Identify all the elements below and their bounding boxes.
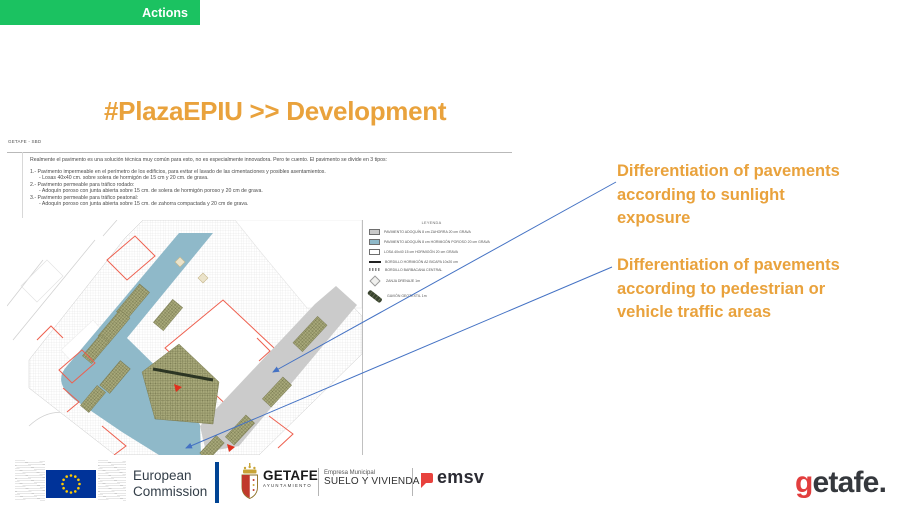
note-line: 2.- Pavimento permeable para tráfico rod… [30, 181, 135, 188]
legend-label: LOSA 40x40 15 cm HORMIGÓN 20 cm GRAVA [384, 250, 458, 255]
annotation-traffic: Differentiation of pavements according t… [617, 254, 879, 325]
legend-title: LEYENDA [421, 221, 442, 225]
actions-tab-label: Actions [142, 5, 188, 20]
legend-swatch-gabion [367, 289, 383, 304]
emsv-company-wordmark: Empresa Municipal SUELO Y VIVIENDA [324, 470, 420, 487]
plan-legend: LEYENDA PAVIMENTO ADOQUÍN 8 cm ZAHORRA 2… [367, 221, 494, 307]
legend-item: PAVIMENTO ADOQUÍN 8 cm ZAHORRA 20 cm GRA… [369, 229, 494, 235]
note-line: 1.- Pavimento impermeable en el perímetr… [30, 168, 326, 175]
page-title: #PlazaEPIU >> Development [104, 96, 447, 126]
note-line: 3.- Pavimento permeable para tráfico pea… [30, 194, 139, 201]
legend-item: PAVIMENTO ADOQUÍN 8 cm HORMIGÓN POROSO 2… [369, 239, 494, 246]
footer-separator [318, 468, 319, 496]
note-line: - Losas 40x40 cm. sobre solera de hormig… [39, 175, 209, 181]
legend-item: LOSA 40x40 15 cm HORMIGÓN 20 cm GRAVA [369, 249, 494, 256]
emsv-line1: Empresa Municipal [324, 470, 376, 476]
annotation-line: according to sunlight [617, 185, 785, 204]
annotation-line: exposure [617, 209, 691, 227]
getafe-brand-g: g [795, 466, 813, 499]
annotation-line: vehicle traffic areas [617, 303, 772, 321]
getafe-brand-wordmark: getafe. [795, 466, 887, 500]
eu-flag-stars [61, 474, 81, 494]
getafe-ayuntamiento-wordmark: GETAFE AYUNTAMIENTO [263, 468, 318, 489]
legend-swatch-solid-line [369, 260, 381, 263]
site-plan-map [7, 220, 363, 455]
emsv-line2: SUELO Y VIVIENDA [324, 476, 420, 487]
note-line: - Adoquín poroso con junta abierta sobre… [39, 188, 263, 194]
getafe-crest [241, 463, 258, 499]
legend-label: BORDILLO HORMIGÓN A2 BICAPA 10x20 cm [385, 259, 458, 264]
panel-left-border [22, 152, 23, 218]
note-line: - Adoquín poroso con junta abierta sobre… [39, 201, 249, 207]
getafe-sub: AYUNTAMIENTO [263, 483, 313, 488]
legend-swatch-gray [369, 229, 380, 235]
emsv-icon [421, 473, 433, 488]
ec-logo-lines-left [15, 460, 45, 501]
eu-flag [46, 470, 96, 498]
legend-label: PAVIMENTO ADOQUÍN 8 cm ZAHORRA 20 cm GRA… [384, 230, 471, 234]
legend-label: GAVIÓN GEOTEXTIL 1m [387, 294, 427, 299]
annotation-line: Differentiation of pavements [617, 256, 840, 274]
actions-tab[interactable]: Actions [0, 0, 200, 25]
annotation-sunlight: Differentiation of pavements according t… [617, 160, 879, 231]
annotation-line: according to pedestrian or [617, 279, 826, 298]
legend-item: BORDILLO BARBACANA CENTRAL [369, 268, 494, 272]
panel-top-border [7, 152, 512, 153]
emsv-brand: emsv [437, 467, 485, 487]
drawing-corner-label: GETAFE - SBD [8, 139, 42, 144]
legend-item: ZANJA DRENAJE 1m [369, 275, 494, 287]
legend-label: PAVIMENTO ADOQUÍN 8 cm HORMIGÓN POROSO 2… [384, 240, 490, 245]
ec-line2: Commission [133, 483, 208, 499]
european-commission-wordmark: European Commission [133, 468, 207, 499]
ec-line1: European [133, 468, 192, 483]
getafe-brand-rest: etafe. [812, 466, 887, 499]
legend-swatch-blue [369, 239, 380, 246]
legend-label: BORDILLO BARBACANA CENTRAL [385, 267, 443, 272]
legend-swatch-diamond [369, 275, 381, 287]
annotation-line: Differentiation of pavements [617, 162, 840, 180]
footer-separator [412, 468, 413, 496]
legend-swatch-dashed-line [369, 268, 381, 272]
footer-logo-bar: European Commission GETAFE AYUNTAMIENTO … [0, 455, 911, 509]
getafe-name: GETAFE [263, 468, 318, 483]
drawing-notes: Realmente el pavimento es una solución t… [30, 157, 508, 208]
legend-item: BORDILLO HORMIGÓN A2 BICAPA 10x20 cm [369, 260, 494, 264]
ec-logo-lines-right [98, 460, 126, 501]
legend-item: GAVIÓN GEOTEXTIL 1m [367, 289, 494, 304]
legend-swatch-white [369, 249, 380, 256]
ec-blue-bar [215, 462, 219, 503]
notes-intro: Realmente el pavimento es una solución t… [30, 157, 387, 163]
legend-label: ZANJA DRENAJE 1m [386, 278, 421, 283]
